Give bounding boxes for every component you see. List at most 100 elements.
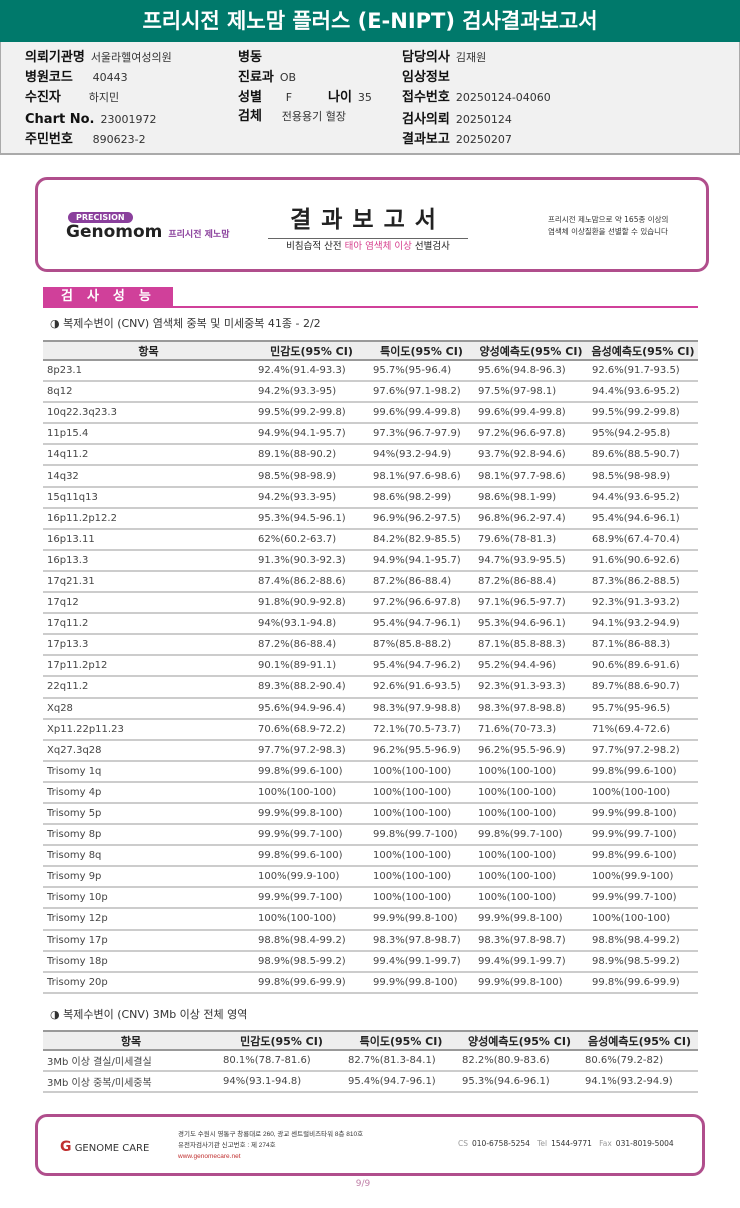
metric-cell: 100%(100-100) xyxy=(474,781,588,804)
field-report-date: 결과보고 20250207 xyxy=(402,132,512,147)
table-row: 3Mb 이상 결실/미세결실 80.1%(78.7-81.6) 82.7%(81.3… xyxy=(43,1050,698,1073)
metric-cell: 72.1%(70.5-73.7) xyxy=(369,718,474,741)
metric-cell: 98.1%(97.7-98.6) xyxy=(474,465,588,488)
metric-cell: 87.4%(86.2-88.6) xyxy=(254,570,369,594)
item-cell: 8q12 xyxy=(43,381,254,404)
table-row: 15q11q13 94.2%(93.3-95) 98.6%(98.2-99) 98.6… xyxy=(43,486,698,509)
field-department: 진료과 OB xyxy=(238,70,297,85)
metric-cell: 90.1%(89-91.1) xyxy=(254,655,369,678)
metric-cell: 100%(99.9-100) xyxy=(254,866,369,889)
report-title: 프리시전 제노맘 플러스 (E-NIPT) 검사결과보고서 xyxy=(0,0,740,42)
metric-cell: 98.9%(98.5-99.2) xyxy=(254,950,369,973)
genomom-logo: Genomom 프리시전 제노맘 xyxy=(66,222,230,242)
field-patient: 수진자 하지민 xyxy=(25,90,120,105)
metric-cell: 80.6%(79.2-82) xyxy=(581,1050,698,1073)
metric-cell: 94.1%(93.2-94.9) xyxy=(588,613,698,636)
table-row: Xp11.22p11.23 70.6%(68.9-72.2) 72.1%(70.5-… xyxy=(43,718,698,741)
table-row: Xq28 95.6%(94.9-96.4) 98.3%(97.9-98.8) 98.3… xyxy=(43,697,698,720)
metric-cell: 100%(100-100) xyxy=(474,845,588,868)
metric-cell: 91.8%(90.9-92.8) xyxy=(254,592,369,615)
metric-cell: 79.6%(78-81.3) xyxy=(474,528,588,551)
metric-cell: 99.5%(99.2-99.8) xyxy=(588,402,698,425)
metric-cell: 100%(100-100) xyxy=(474,887,588,910)
table-row: Trisomy 10p 99.9%(99.7-100) 100%(100-100) 1… xyxy=(43,887,698,910)
metric-cell: 80.1%(78.7-81.6) xyxy=(219,1050,344,1073)
table-row: 10q22.3q23.3 99.5%(99.2-99.8) 99.6%(99.4-9… xyxy=(43,402,698,425)
metric-cell: 99.9%(99.7-100) xyxy=(588,824,698,847)
footer-contacts: CS 010-6758-5254 Tel 1544-9771 Fax 031-8019… xyxy=(458,1139,674,1148)
metric-cell: 95.4%(94.7-96.1) xyxy=(344,1071,458,1094)
metric-cell: 100%(100-100) xyxy=(369,781,474,804)
metric-cell: 96.8%(96.2-97.4) xyxy=(474,507,588,530)
table-row: Xq27.3q28 97.7%(97.2-98.3) 96.2%(95.5-96.9… xyxy=(43,739,698,762)
table-row: Trisomy 5p 99.9%(99.8-100) 100%(100-100) 10… xyxy=(43,802,698,826)
table-row: Trisomy 4p 100%(100-100) 100%(100-100) 100%… xyxy=(43,781,698,804)
performance-table: 항목 민감도(95% CI) 특이도(95% CI) 양성예측도(95% CI) 음성예… xyxy=(43,340,698,994)
metric-cell: 99.9%(99.7-100) xyxy=(254,824,369,847)
metric-cell: 98.3%(97.8-98.7) xyxy=(474,929,588,952)
metric-cell: 99.4%(99.1-99.7) xyxy=(474,950,588,973)
item-cell: 16p13.3 xyxy=(43,549,254,572)
metric-cell: 89.7%(88.6-90.7) xyxy=(588,676,698,699)
item-cell: 8p23.1 xyxy=(43,360,254,383)
table-row: 16p13.11 62%(60.2-63.7) 84.2%(82.9-85.5) 79… xyxy=(43,528,698,551)
table-row: 8q12 94.2%(93.3-95) 97.6%(97.1-98.2) 97.5%(… xyxy=(43,381,698,404)
metric-cell: 99.9%(99.8-100) xyxy=(588,802,698,826)
field-hospital-code: 병원코드 40443 xyxy=(25,70,128,85)
metric-cell: 99.8%(99.6-99.9) xyxy=(254,971,369,994)
website-link[interactable]: www.genomecare.net xyxy=(178,1153,241,1160)
item-cell: 16p11.2p12.2 xyxy=(43,507,254,530)
item-cell: Trisomy 1q xyxy=(43,760,254,783)
metric-cell: 95.4%(94.6-96.1) xyxy=(588,507,698,530)
metric-cell: 98.3%(97.8-98.8) xyxy=(474,697,588,720)
metric-cell: 99.8%(99.6-100) xyxy=(588,760,698,783)
metric-cell: 95.7%(95-96.5) xyxy=(588,697,698,720)
table-row: Trisomy 8q 99.8%(99.6-100) 100%(100-100) 10… xyxy=(43,845,698,868)
metric-cell: 100%(100-100) xyxy=(588,781,698,804)
performance-table-3mb: 항목 민감도(95% CI) 특이도(95% CI) 양성예측도(95% CI) 음성예… xyxy=(43,1030,698,1094)
metric-cell: 98.6%(98.2-99) xyxy=(369,486,474,509)
item-cell: 17p13.3 xyxy=(43,634,254,657)
metric-cell: 94%(93.1-94.8) xyxy=(254,613,369,636)
item-cell: 17q11.2 xyxy=(43,613,254,636)
table-row: Trisomy 8p 99.9%(99.7-100) 99.8%(99.7-100)… xyxy=(43,824,698,847)
metric-cell: 97.3%(96.7-97.9) xyxy=(369,423,474,446)
item-cell: Trisomy 12p xyxy=(43,908,254,931)
metric-cell: 97.7%(97.2-98.2) xyxy=(588,739,698,762)
metric-cell: 94.4%(93.6-95.2) xyxy=(588,486,698,509)
metric-cell: 87.2%(86-88.4) xyxy=(369,570,474,594)
table-row: 17q12 91.8%(90.9-92.8) 97.2%(96.6-97.8) 97.… xyxy=(43,592,698,615)
item-cell: 14q11.2 xyxy=(43,444,254,467)
metric-cell: 94.9%(94.1-95.7) xyxy=(369,549,474,572)
footer-address: 경기도 수원시 영통구 창룡대로 260, 광교 센트럴비즈타워 8층 810호… xyxy=(178,1129,443,1162)
field-doctor: 담당의사 김재원 xyxy=(402,50,487,65)
metric-cell: 99.9%(99.7-100) xyxy=(588,887,698,910)
metric-cell: 95%(94.2-95.8) xyxy=(588,423,698,446)
field-ward: 병동 xyxy=(238,50,262,65)
table-row: Trisomy 1q 99.8%(99.6-100) 100%(100-100) 10… xyxy=(43,760,698,783)
metric-cell: 98.6%(98.1-99) xyxy=(474,486,588,509)
metric-cell: 100%(99.9-100) xyxy=(588,866,698,889)
metric-cell: 99.6%(99.4-99.8) xyxy=(474,402,588,425)
metric-cell: 98.3%(97.9-98.8) xyxy=(369,697,474,720)
metric-cell: 87.3%(86.2-88.5) xyxy=(588,570,698,594)
metric-cell: 68.9%(67.4-70.4) xyxy=(588,528,698,551)
table-row: Trisomy 9p 100%(99.9-100) 100%(100-100) 100… xyxy=(43,866,698,889)
metric-cell: 87.2%(86-88.4) xyxy=(474,570,588,594)
table-row: 17q21.31 87.4%(86.2-88.6) 87.2%(86-88.4) 87… xyxy=(43,570,698,594)
report-banner: PRECISION Genomom 프리시전 제노맘 결과보고서 비침습적 산전 … xyxy=(35,177,709,272)
metric-cell: 87.1%(86-88.3) xyxy=(588,634,698,657)
metric-cell: 89.6%(88.5-90.7) xyxy=(588,444,698,467)
metric-cell: 98.5%(98-98.9) xyxy=(254,465,369,488)
item-cell: Xq28 xyxy=(43,697,254,720)
metric-cell: 100%(100-100) xyxy=(369,866,474,889)
metric-cell: 82.2%(80.9-83.6) xyxy=(458,1050,581,1073)
metric-cell: 100%(100-100) xyxy=(474,866,588,889)
item-cell: 3Mb 이상 중복/미세중복 xyxy=(43,1071,219,1094)
metric-cell: 99.8%(99.6-100) xyxy=(254,845,369,868)
item-cell: 17q21.31 xyxy=(43,570,254,594)
metric-cell: 99.8%(99.7-100) xyxy=(369,824,474,847)
table-row: 17p13.3 87.2%(86-88.4) 87%(85.8-88.2) 87.1%… xyxy=(43,634,698,657)
metric-cell: 98.1%(97.6-98.6) xyxy=(369,465,474,488)
metric-cell: 70.6%(68.9-72.2) xyxy=(254,718,369,741)
